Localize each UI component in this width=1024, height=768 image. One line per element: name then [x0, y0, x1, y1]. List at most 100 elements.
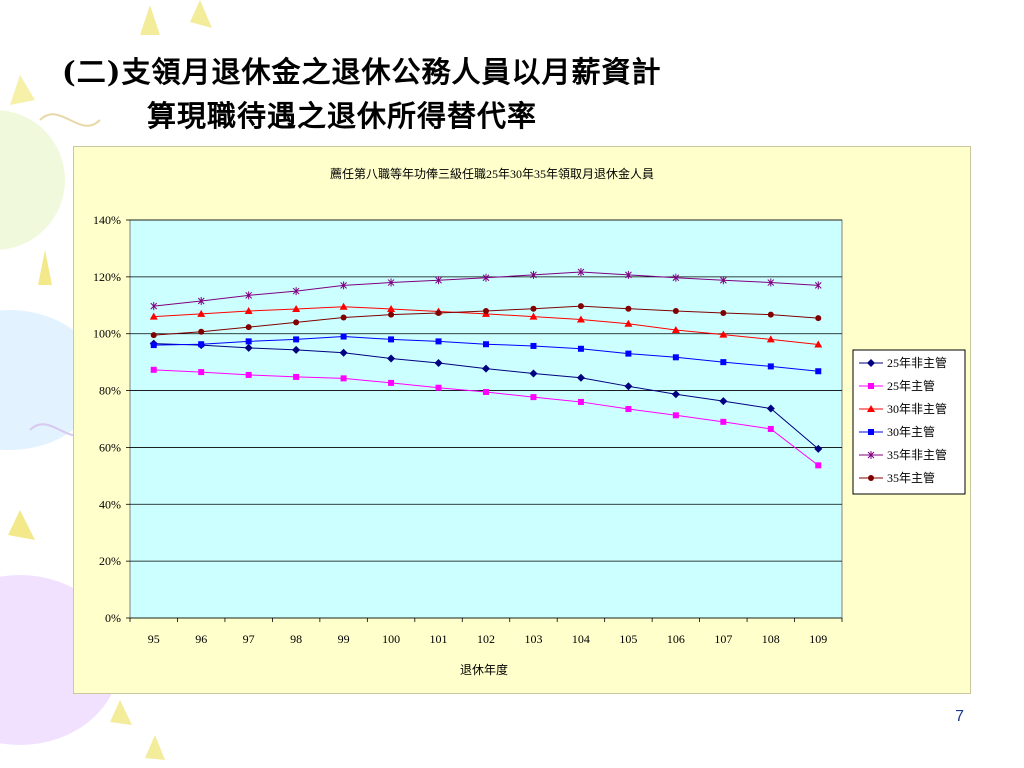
data-point — [292, 287, 300, 296]
data-point — [767, 425, 774, 432]
data-point — [530, 305, 537, 312]
data-point — [529, 369, 538, 378]
data-point — [625, 406, 632, 413]
legend-label: 35年主管 — [887, 470, 935, 485]
legend-marker — [868, 383, 874, 389]
data-point — [767, 363, 774, 370]
data-point — [577, 398, 584, 405]
x-axis-label: 退休年度 — [460, 662, 508, 677]
data-point — [482, 364, 490, 373]
data-point — [340, 333, 347, 340]
data-point — [292, 345, 301, 354]
x-tick-label: 97 — [243, 632, 255, 646]
yellow-triangle-decor — [10, 75, 35, 105]
y-tick-label: 60% — [99, 440, 121, 454]
data-point — [625, 305, 632, 312]
data-point — [435, 338, 442, 345]
data-point — [150, 366, 157, 373]
data-point — [340, 281, 347, 290]
data-point — [483, 388, 489, 395]
chart-container: 薦任第八職等年功俸三級任職25年30年35年領取月退休金人員 0% 20% 40% 60… — [73, 146, 971, 694]
page-number: 7 — [955, 708, 964, 725]
data-point — [529, 312, 538, 320]
x-tick-label: 103 — [524, 632, 542, 646]
slide-title-line2: 算現職待遇之退休所得替代率 — [147, 99, 538, 133]
x-tick-label: 104 — [572, 632, 590, 646]
data-point — [767, 311, 774, 318]
data-point — [577, 345, 584, 352]
data-point — [672, 354, 679, 361]
data-point — [720, 418, 727, 425]
data-point — [388, 311, 395, 318]
x-tick-label: 108 — [762, 632, 780, 646]
data-point — [435, 384, 442, 391]
legend-label: 30年非主管 — [887, 401, 947, 416]
data-point — [814, 340, 823, 348]
data-point — [388, 336, 395, 343]
legend-marker — [868, 429, 874, 435]
data-point — [815, 462, 822, 469]
data-point — [339, 302, 348, 310]
line-chart: 薦任第八職等年功俸三級任職25年30年35年領取月退休金人員 0% 20% 40% 60… — [93, 166, 966, 677]
data-point — [672, 412, 679, 419]
data-point — [719, 330, 728, 338]
slide-title-line1: (二)支領月退休金之退休公務人員以月薪資計 — [62, 55, 662, 89]
data-point — [293, 319, 300, 326]
data-point — [245, 291, 253, 300]
data-point — [577, 303, 584, 310]
data-point — [815, 315, 822, 322]
data-point — [292, 304, 301, 312]
data-point — [720, 309, 727, 316]
data-point — [624, 382, 633, 391]
yellow-triangle-decor — [190, 0, 212, 28]
data-point — [244, 343, 253, 352]
data-point — [815, 368, 822, 375]
data-point — [388, 379, 395, 386]
data-point — [671, 326, 680, 334]
x-tick-label: 109 — [809, 632, 827, 646]
legend-marker — [868, 475, 874, 481]
data-point — [719, 276, 727, 285]
legend-label: 30年主管 — [887, 424, 935, 439]
x-tick-label: 106 — [667, 632, 685, 646]
data-point — [577, 268, 585, 277]
data-point — [672, 307, 679, 314]
y-tick-label: 120% — [93, 270, 121, 284]
legend-marker — [867, 359, 875, 367]
data-point — [150, 302, 158, 311]
x-tick-label: 101 — [430, 632, 448, 646]
data-point — [530, 342, 537, 349]
legend-box — [852, 349, 966, 495]
data-point — [293, 373, 300, 380]
yellow-triangle-decor — [8, 510, 35, 540]
data-point — [435, 276, 442, 285]
data-point — [435, 309, 442, 316]
data-point — [814, 281, 822, 290]
data-point — [766, 404, 775, 413]
green-balloon-decor — [0, 110, 65, 250]
legend-label: 25年主管 — [887, 378, 935, 393]
data-point — [387, 304, 396, 312]
x-tick-label: 96 — [195, 632, 207, 646]
y-tick-label: 20% — [99, 554, 121, 568]
yellow-triangle-decor — [110, 700, 132, 725]
legend-marker — [867, 405, 875, 412]
y-tick-label: 40% — [99, 497, 121, 511]
yellow-triangle-decor — [145, 735, 165, 760]
data-point — [245, 324, 252, 331]
data-point — [387, 278, 395, 287]
data-point — [482, 273, 490, 282]
data-point — [198, 369, 205, 376]
slide-title: (二)支領月退休金之退休公務人員以月薪資計 算現職待遇之退休所得替代率 — [62, 50, 661, 138]
data-point — [197, 309, 206, 317]
data-point — [483, 307, 489, 314]
x-tick-label: 105 — [619, 632, 637, 646]
data-point — [293, 336, 300, 343]
data-point — [483, 341, 489, 348]
data-point — [198, 341, 205, 348]
data-point — [766, 335, 775, 343]
data-point — [244, 306, 253, 314]
legend-label: 25年非主管 — [887, 355, 947, 370]
data-point — [576, 315, 585, 323]
data-point — [340, 375, 347, 382]
